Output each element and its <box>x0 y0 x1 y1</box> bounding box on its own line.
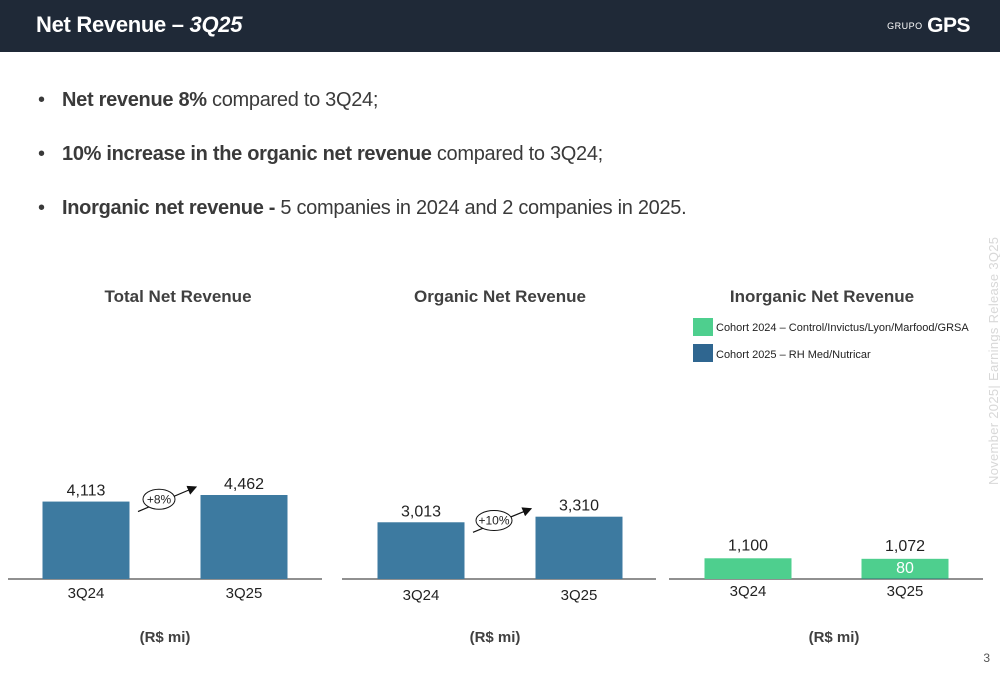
bullet-text: compared to 3Q24; <box>206 89 379 111</box>
grupo-gps-logo: GRUPO GPS <box>887 14 970 38</box>
growth-pill <box>475 509 513 531</box>
growth-label: +10% <box>478 513 509 527</box>
tick-label: 3Q24 <box>730 583 767 600</box>
bullet-bold: 10% increase in the organic net revenue <box>62 143 432 165</box>
legend-label-cohort-2024: Cohort 2024 – Control/Invictus/Lyon/Marf… <box>716 322 969 334</box>
bullet-text: 5 companies in 2024 and 2 companies in 2… <box>280 197 687 219</box>
chart-organic-net-revenue: Organic Net Revenue 3,013 3,310 3Q24 3Q2… <box>342 287 656 646</box>
sidebar-release-text: November 2025| Earnings Release 3Q25 <box>986 236 1000 485</box>
tick-label: 3Q25 <box>561 587 598 604</box>
bullet-text: compared to 3Q24; <box>431 143 603 165</box>
value-label: 4,462 <box>224 476 264 493</box>
chart-inorganic-net-revenue: Inorganic Net Revenue Cohort 2024 – Cont… <box>669 287 983 646</box>
legend-swatch-cohort-2025 <box>693 344 713 362</box>
chart-title: Inorganic Net Revenue <box>730 287 914 306</box>
value-label: 1,072 <box>885 538 925 555</box>
value-label: 3,310 <box>559 498 599 515</box>
header-bar: Net Revenue – 3Q25 GRUPO GPS <box>0 0 1000 52</box>
tick-label: 3Q25 <box>887 583 924 600</box>
bullet-item: • Net revenue 8% compared to 3Q24; <box>38 86 686 114</box>
growth-label: +8% <box>147 492 172 506</box>
bullet-bold: Inorganic net revenue - <box>62 197 281 219</box>
logo-grupo-text: GRUPO <box>887 21 923 31</box>
bullet-dot: • <box>38 89 45 111</box>
legend-label-cohort-2025: Cohort 2025 – RH Med/Nutricar <box>716 349 871 361</box>
chart-title: Organic Net Revenue <box>414 287 586 306</box>
logo-gps-text: GPS <box>927 14 970 37</box>
bar-3q25-cohort-2024 <box>861 558 949 579</box>
unit-label: (R$ mi) <box>140 629 191 646</box>
value-label: 3,013 <box>401 503 441 520</box>
bullet-item: • 10% increase in the organic net revenue… <box>38 140 686 168</box>
bullet-dot: • <box>38 143 45 165</box>
tick-label: 3Q24 <box>68 585 105 602</box>
bullet-list: • Net revenue 8% compared to 3Q24; • 10% i… <box>38 86 687 248</box>
tick-label: 3Q25 <box>226 585 263 602</box>
page-title: Net Revenue – 3Q25 <box>36 12 242 38</box>
bar-3q24 <box>377 522 465 579</box>
legend-swatch-cohort-2024 <box>693 318 713 336</box>
value-label: 1,100 <box>728 537 768 554</box>
bar-3q24-cohort-2024 <box>704 558 792 579</box>
bullet-item: • Inorganic net revenue - 5 companies in … <box>38 194 687 222</box>
unit-label: (R$ mi) <box>809 629 860 646</box>
bar-3q24 <box>42 501 130 579</box>
segment-label: 80 <box>896 560 914 577</box>
page-title-main: Net Revenue – <box>36 12 190 37</box>
chart-total-net-revenue: Total Net Revenue 4,113 4,462 3Q24 3Q25 … <box>8 287 322 646</box>
unit-label: (R$ mi) <box>470 629 521 646</box>
page-number: 3 <box>983 651 990 665</box>
value-label: 4,113 <box>67 483 106 500</box>
bullet-bold: Net revenue 8% <box>62 89 207 111</box>
page-title-period: 3Q25 <box>189 12 243 37</box>
bullet-dot: • <box>38 197 45 219</box>
growth-pill <box>142 488 176 510</box>
bar-3q25 <box>200 495 288 579</box>
chart-title: Total Net Revenue <box>104 287 251 306</box>
tick-label: 3Q24 <box>403 587 440 604</box>
bar-3q25 <box>535 516 623 579</box>
